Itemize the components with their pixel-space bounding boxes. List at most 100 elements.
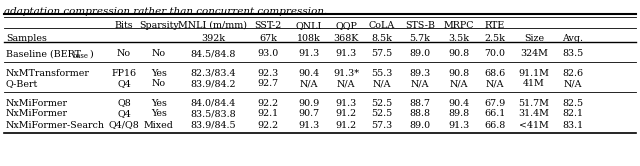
Text: N/A: N/A xyxy=(564,80,582,88)
Text: 91.2: 91.2 xyxy=(335,110,356,119)
Text: CoLA: CoLA xyxy=(369,21,395,30)
Text: FP16: FP16 xyxy=(111,69,136,78)
Text: 3.5k: 3.5k xyxy=(449,34,470,43)
Text: N/A: N/A xyxy=(372,80,391,88)
Text: STS-B: STS-B xyxy=(405,21,435,30)
Text: 91.1M: 91.1M xyxy=(518,69,549,78)
Text: 68.6: 68.6 xyxy=(484,69,506,78)
Text: 89.3: 89.3 xyxy=(410,69,431,78)
Text: N/A: N/A xyxy=(411,80,429,88)
Text: 5.7k: 5.7k xyxy=(410,34,431,43)
Text: 91.3: 91.3 xyxy=(298,121,319,129)
Text: 84.5/84.8: 84.5/84.8 xyxy=(190,49,236,58)
Text: adaptation compression rather than concurrent compression.: adaptation compression rather than concu… xyxy=(4,7,327,16)
Text: Q8: Q8 xyxy=(117,98,131,108)
Text: Mixed: Mixed xyxy=(144,121,174,129)
Text: 324M: 324M xyxy=(520,49,548,58)
Text: 91.3*: 91.3* xyxy=(333,69,359,78)
Text: 92.3: 92.3 xyxy=(257,69,278,78)
Text: 83.9/84.5: 83.9/84.5 xyxy=(190,121,236,129)
Text: <41M: <41M xyxy=(519,121,549,129)
Text: 67.9: 67.9 xyxy=(484,98,506,108)
Text: 66.8: 66.8 xyxy=(484,121,506,129)
Text: QQP: QQP xyxy=(335,21,357,30)
Text: 90.4: 90.4 xyxy=(298,69,319,78)
Text: MRPC: MRPC xyxy=(444,21,474,30)
Text: 83.5/83.8: 83.5/83.8 xyxy=(190,110,236,119)
Text: 90.9: 90.9 xyxy=(298,98,319,108)
Text: 93.0: 93.0 xyxy=(257,49,278,58)
Text: 57.5: 57.5 xyxy=(371,49,392,58)
Text: 368K: 368K xyxy=(333,34,358,43)
Text: 89.0: 89.0 xyxy=(410,121,431,129)
Text: NxMiFormer: NxMiFormer xyxy=(6,98,68,108)
Text: 2.5k: 2.5k xyxy=(484,34,506,43)
Text: 57.3: 57.3 xyxy=(371,121,392,129)
Text: 52.5: 52.5 xyxy=(371,98,392,108)
Text: Yes: Yes xyxy=(151,110,167,119)
Text: N/A: N/A xyxy=(300,80,318,88)
Text: 41M: 41M xyxy=(523,80,545,88)
Text: Baseline (BERT: Baseline (BERT xyxy=(6,49,81,58)
Text: 91.3: 91.3 xyxy=(335,98,356,108)
Text: Avg.: Avg. xyxy=(563,34,584,43)
Text: Q4: Q4 xyxy=(117,80,131,88)
Text: Yes: Yes xyxy=(151,98,167,108)
Text: 90.4: 90.4 xyxy=(449,98,470,108)
Text: N/A: N/A xyxy=(486,80,504,88)
Text: Q4/Q8: Q4/Q8 xyxy=(109,121,140,129)
Text: 92.7: 92.7 xyxy=(257,80,278,88)
Text: 90.8: 90.8 xyxy=(449,49,470,58)
Text: 83.5: 83.5 xyxy=(563,49,584,58)
Text: 67k: 67k xyxy=(259,34,277,43)
Text: 55.3: 55.3 xyxy=(371,69,393,78)
Text: 92.1: 92.1 xyxy=(257,110,278,119)
Text: 392k: 392k xyxy=(201,34,225,43)
Text: 66.1: 66.1 xyxy=(484,110,506,119)
Text: Yes: Yes xyxy=(151,69,167,78)
Text: 88.8: 88.8 xyxy=(410,110,431,119)
Text: SST-2: SST-2 xyxy=(254,21,282,30)
Text: No: No xyxy=(152,49,166,58)
Text: 8.5k: 8.5k xyxy=(372,34,392,43)
Text: MNLI (m/mm): MNLI (m/mm) xyxy=(179,21,248,30)
Text: NxMiFormer: NxMiFormer xyxy=(6,110,68,119)
Text: 88.7: 88.7 xyxy=(410,98,431,108)
Text: N/A: N/A xyxy=(450,80,468,88)
Text: ): ) xyxy=(89,49,93,58)
Text: Q-Bert: Q-Bert xyxy=(6,80,38,88)
Text: Size: Size xyxy=(524,34,544,43)
Text: 84.0/84.4: 84.0/84.4 xyxy=(190,98,236,108)
Text: 89.8: 89.8 xyxy=(449,110,470,119)
Text: 31.4M: 31.4M xyxy=(518,110,549,119)
Text: 82.5: 82.5 xyxy=(563,98,584,108)
Text: 92.2: 92.2 xyxy=(257,98,278,108)
Text: 90.8: 90.8 xyxy=(449,69,470,78)
Text: 91.2: 91.2 xyxy=(335,121,356,129)
Text: 83.9/84.2: 83.9/84.2 xyxy=(190,80,236,88)
Text: NxMiFormer-Search: NxMiFormer-Search xyxy=(6,121,105,129)
Text: 82.1: 82.1 xyxy=(563,110,584,119)
Text: 51.7M: 51.7M xyxy=(518,98,549,108)
Text: 92.2: 92.2 xyxy=(257,121,278,129)
Text: 108k: 108k xyxy=(297,34,321,43)
Text: 82.6: 82.6 xyxy=(563,69,584,78)
Text: Q4: Q4 xyxy=(117,110,131,119)
Text: N/A: N/A xyxy=(337,80,355,88)
Text: QNLI: QNLI xyxy=(296,21,322,30)
Text: 91.3: 91.3 xyxy=(449,121,470,129)
Text: 83.1: 83.1 xyxy=(563,121,584,129)
Text: 90.7: 90.7 xyxy=(298,110,319,119)
Text: Samples: Samples xyxy=(6,34,47,43)
Text: No: No xyxy=(152,80,166,88)
Text: RTE: RTE xyxy=(485,21,505,30)
Text: 70.0: 70.0 xyxy=(484,49,506,58)
Text: Bits: Bits xyxy=(115,21,133,30)
Text: Sparsity: Sparsity xyxy=(139,21,179,30)
Text: 91.3: 91.3 xyxy=(298,49,319,58)
Text: 52.5: 52.5 xyxy=(371,110,392,119)
Text: 89.0: 89.0 xyxy=(410,49,431,58)
Text: base: base xyxy=(73,52,89,60)
Text: No: No xyxy=(117,49,131,58)
Text: 91.3: 91.3 xyxy=(335,49,356,58)
